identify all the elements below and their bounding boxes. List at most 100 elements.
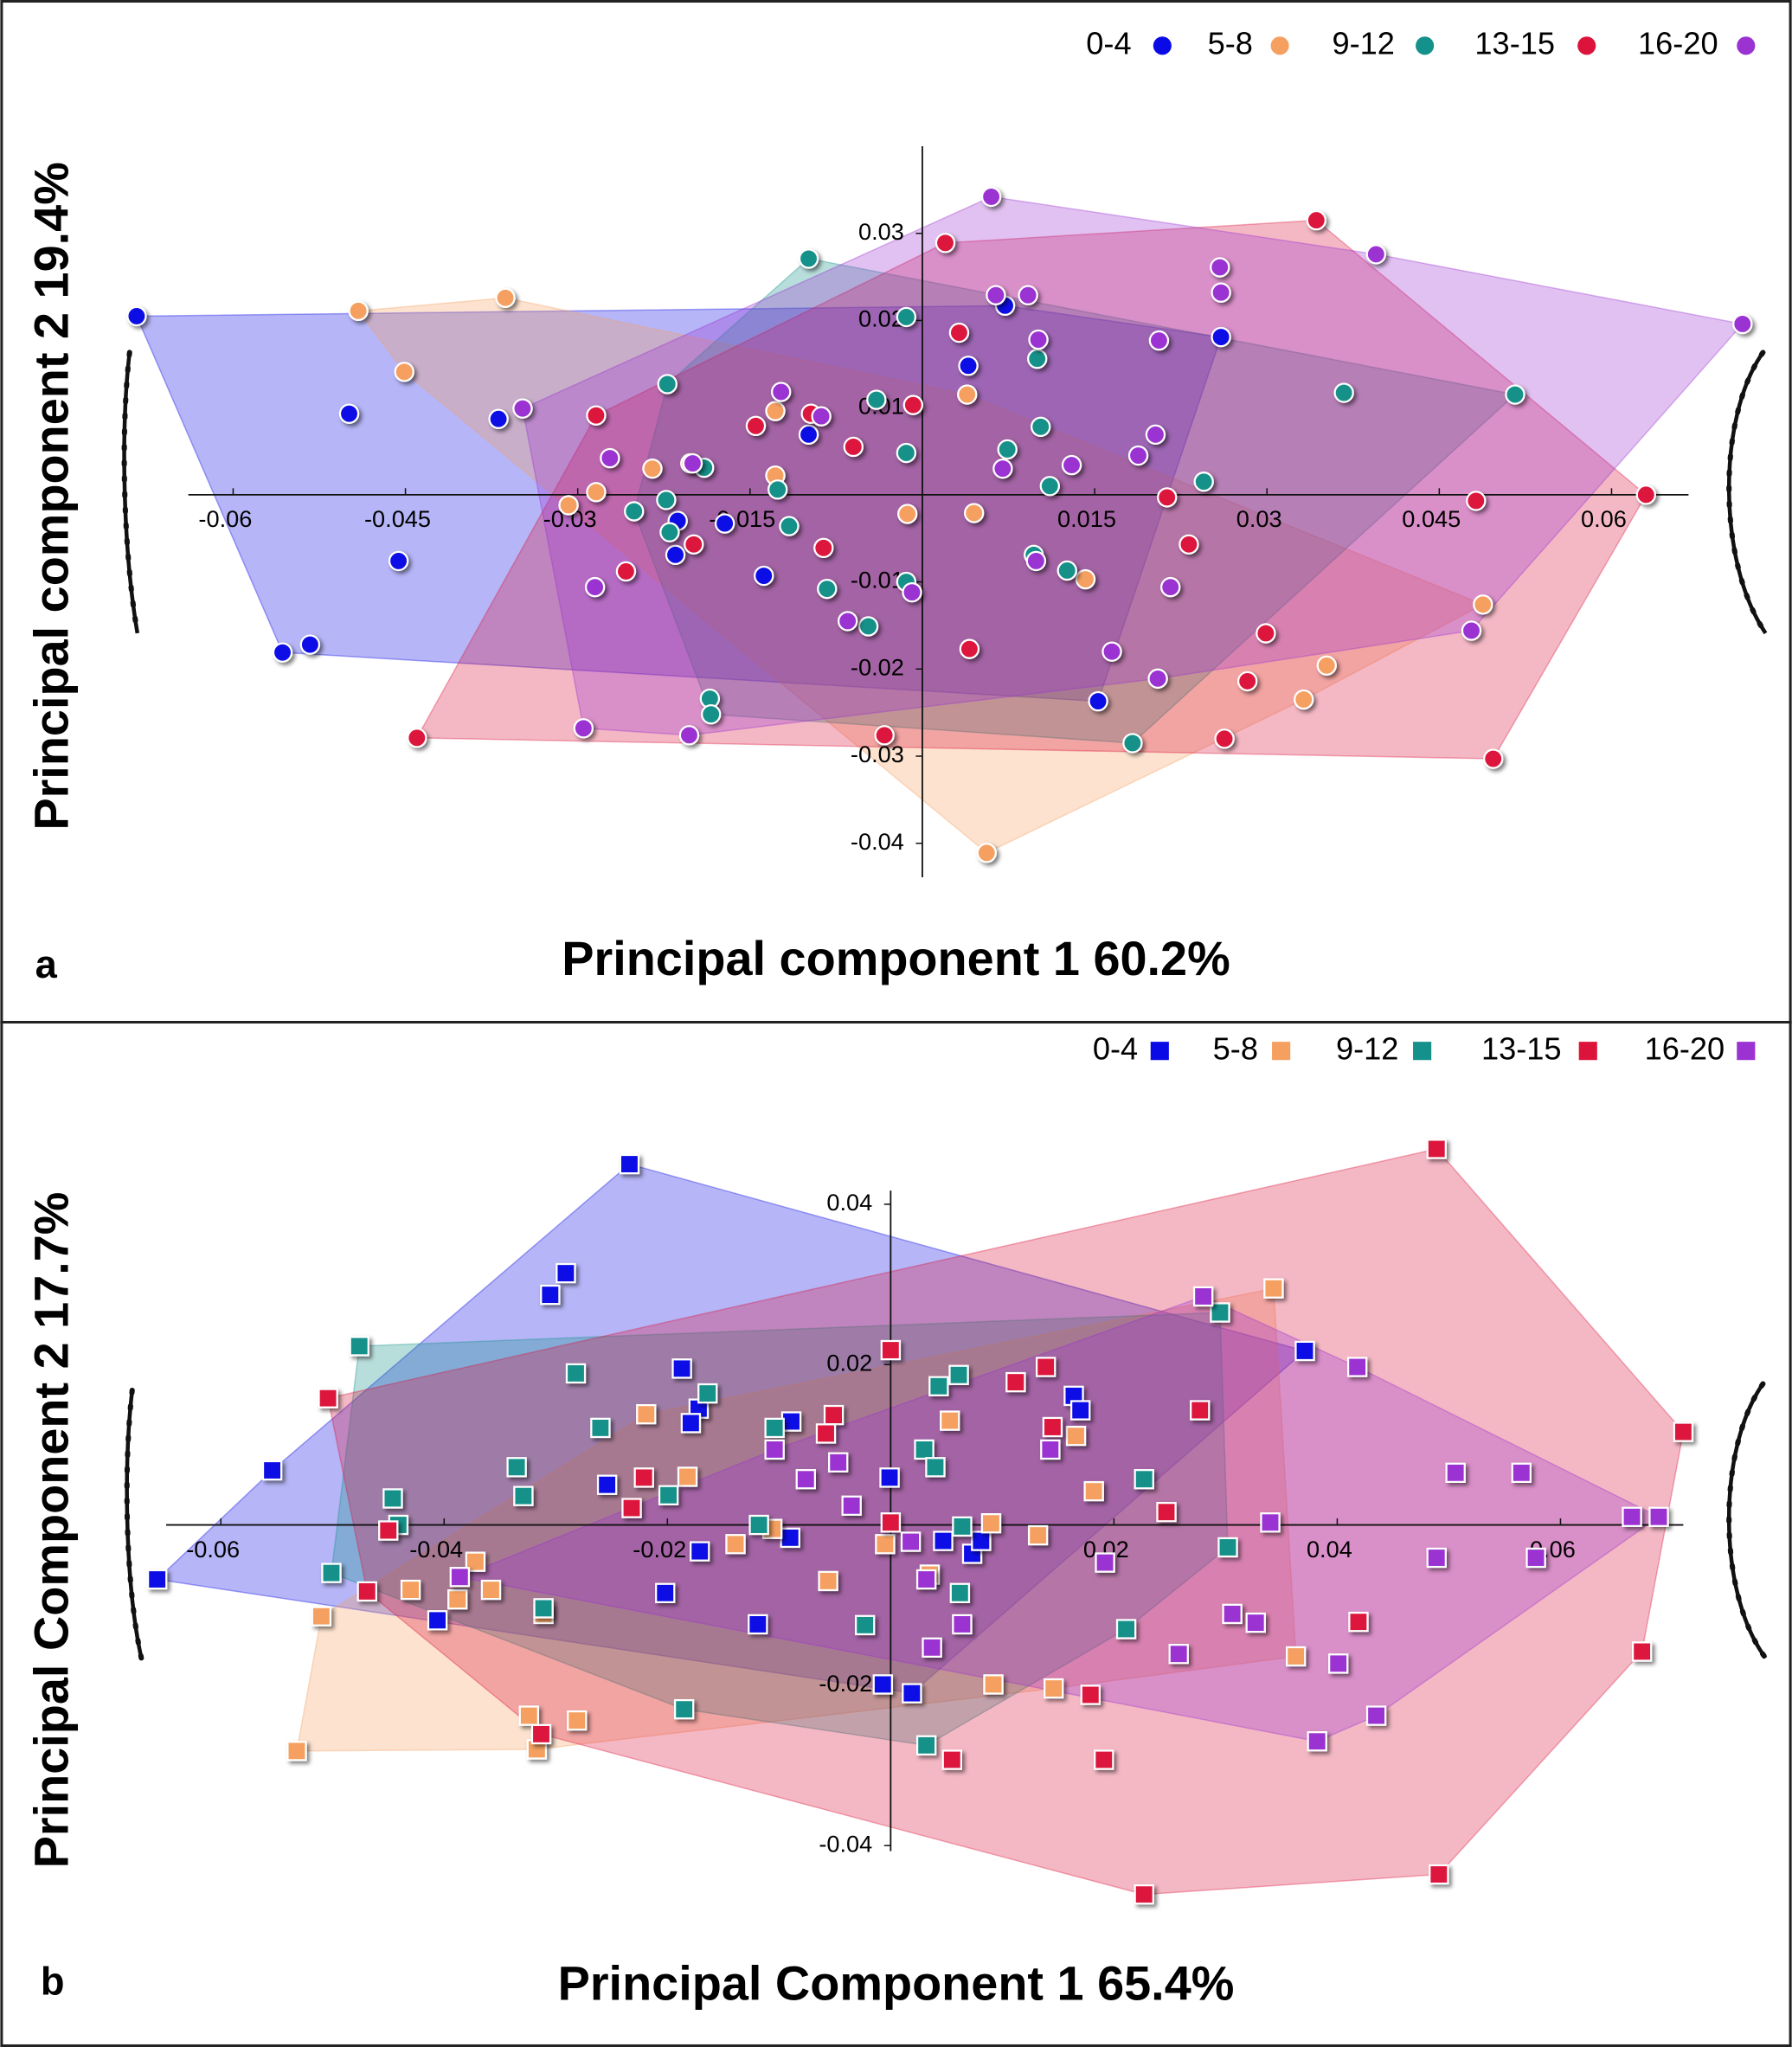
point xyxy=(815,1423,837,1444)
legend-marker xyxy=(1737,1042,1756,1061)
hull xyxy=(356,297,1485,854)
point xyxy=(843,436,864,458)
point xyxy=(318,1388,338,1409)
x-tick-label: -0.04 xyxy=(409,1536,463,1563)
legend-label: 16-20 xyxy=(1638,25,1718,61)
point xyxy=(1445,1462,1466,1484)
legend-label: 5-8 xyxy=(1208,25,1253,61)
point xyxy=(1027,349,1048,369)
point xyxy=(506,1457,527,1478)
point xyxy=(949,1582,971,1603)
point xyxy=(818,1570,838,1592)
point xyxy=(1039,476,1061,497)
point xyxy=(1160,576,1181,598)
point xyxy=(465,1551,486,1572)
point xyxy=(1127,445,1149,466)
point xyxy=(1095,1552,1115,1573)
point xyxy=(512,398,533,419)
point xyxy=(671,1358,692,1379)
point xyxy=(828,1452,849,1473)
point xyxy=(584,576,606,598)
point xyxy=(1115,1619,1137,1640)
legend-label: 0-4 xyxy=(1086,25,1131,61)
legend-marker xyxy=(1270,36,1289,55)
x-tick-label: 0.04 xyxy=(1307,1536,1352,1563)
point xyxy=(656,490,677,510)
point xyxy=(914,1439,935,1460)
point xyxy=(1088,690,1108,712)
point xyxy=(952,1614,973,1635)
point xyxy=(286,1741,307,1761)
point xyxy=(1211,282,1231,303)
point xyxy=(1179,534,1199,555)
x-axis-title: Principal Component 1 65.4% xyxy=(558,1955,1235,2010)
point xyxy=(1069,1400,1091,1421)
panel-label: a xyxy=(35,942,58,986)
point xyxy=(1222,1603,1243,1625)
point xyxy=(1263,1278,1284,1299)
point xyxy=(992,458,1013,479)
point xyxy=(854,1614,876,1636)
point xyxy=(811,406,832,427)
y-tick-label: 0.03 xyxy=(858,218,904,245)
hull xyxy=(135,305,1223,703)
point xyxy=(875,1534,896,1555)
point xyxy=(1426,1547,1447,1569)
point xyxy=(558,495,579,516)
x-tick-label: -0.06 xyxy=(186,1536,240,1563)
point xyxy=(1210,257,1230,278)
point xyxy=(1214,728,1235,749)
y-tick-label: -0.01 xyxy=(851,567,904,594)
point xyxy=(1333,382,1354,403)
point xyxy=(1236,671,1258,692)
point xyxy=(1075,568,1096,590)
point xyxy=(866,389,887,410)
point xyxy=(673,1698,695,1720)
point xyxy=(1307,1731,1327,1752)
point xyxy=(1080,1684,1101,1705)
point xyxy=(714,513,735,534)
point xyxy=(1473,594,1493,615)
point xyxy=(1505,384,1525,405)
point xyxy=(1057,560,1077,581)
point xyxy=(1732,313,1753,335)
shape-lines xyxy=(122,351,1768,1659)
point xyxy=(665,544,686,566)
point xyxy=(879,1467,900,1488)
point xyxy=(1622,1506,1642,1527)
point xyxy=(565,1363,587,1384)
point xyxy=(1190,1400,1211,1421)
point xyxy=(533,1598,554,1619)
point xyxy=(684,534,704,555)
point xyxy=(272,642,293,663)
point xyxy=(925,1457,946,1478)
point xyxy=(261,1460,283,1481)
point xyxy=(1346,1357,1368,1377)
point xyxy=(1260,1512,1281,1533)
legend-marker xyxy=(1577,36,1596,55)
point xyxy=(767,479,788,500)
point xyxy=(795,1469,816,1490)
point xyxy=(748,1514,769,1536)
point xyxy=(567,1710,588,1731)
point xyxy=(1035,1357,1057,1377)
point xyxy=(841,1495,862,1516)
point xyxy=(948,322,970,343)
point xyxy=(427,1610,448,1631)
point xyxy=(1040,1439,1061,1460)
point xyxy=(1193,472,1214,492)
point xyxy=(480,1579,502,1601)
point xyxy=(556,1262,576,1284)
point xyxy=(1294,689,1314,710)
point xyxy=(837,611,858,632)
point xyxy=(447,1589,468,1610)
point xyxy=(940,1410,960,1431)
point xyxy=(764,1417,785,1439)
point xyxy=(700,703,722,725)
point xyxy=(1631,1641,1653,1662)
point xyxy=(1083,1480,1104,1502)
point xyxy=(928,1376,949,1396)
legend-marker xyxy=(1578,1042,1597,1061)
point xyxy=(1365,244,1387,265)
y-axis-title: Principal component 2 19.4% xyxy=(23,162,78,831)
